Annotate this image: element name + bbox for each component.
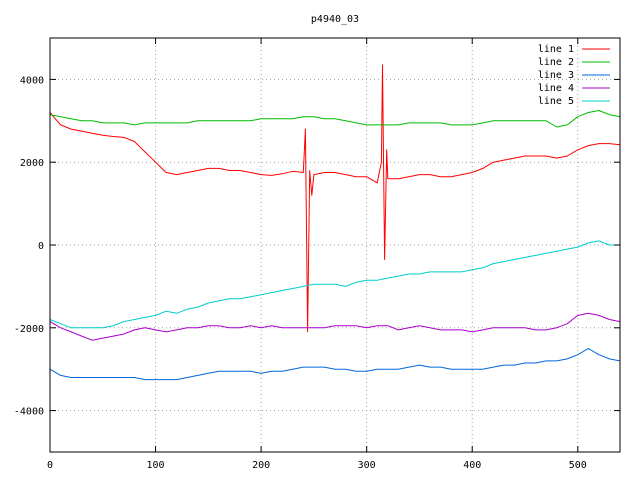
y-tick-label: 0 (38, 241, 44, 252)
chart-title: p4940_03 (311, 14, 359, 25)
x-tick-label: 400 (463, 460, 481, 471)
y-tick-label: 2000 (20, 158, 44, 169)
x-tick-label: 0 (47, 460, 53, 471)
series-line-1 (49, 64, 621, 333)
legend: line 1 line 2 line 3 line 4 line 5 (538, 44, 610, 107)
y-tick-label: -2000 (14, 324, 44, 335)
legend-label: line 5 (538, 96, 574, 107)
grid-lines (50, 38, 620, 452)
series-line-5 (49, 240, 620, 329)
legend-label: line 3 (538, 70, 574, 81)
series-layer (49, 64, 621, 381)
legend-label: line 2 (538, 57, 574, 68)
axis-ticks: 0 100 200 300 400 500 -4000 -2000 0 2000 4000 (14, 38, 620, 471)
x-tick-label: 500 (569, 460, 587, 471)
x-tick-label: 200 (252, 460, 270, 471)
series-line-4 (49, 312, 621, 341)
x-tick-label: 100 (147, 460, 165, 471)
series-line-2 (49, 110, 621, 128)
legend-label: line 4 (538, 83, 574, 94)
y-tick-label: 4000 (20, 75, 44, 86)
series-line-3 (49, 348, 621, 381)
y-tick-label: -4000 (14, 407, 44, 418)
x-tick-label: 300 (358, 460, 376, 471)
legend-label: line 1 (538, 44, 574, 55)
